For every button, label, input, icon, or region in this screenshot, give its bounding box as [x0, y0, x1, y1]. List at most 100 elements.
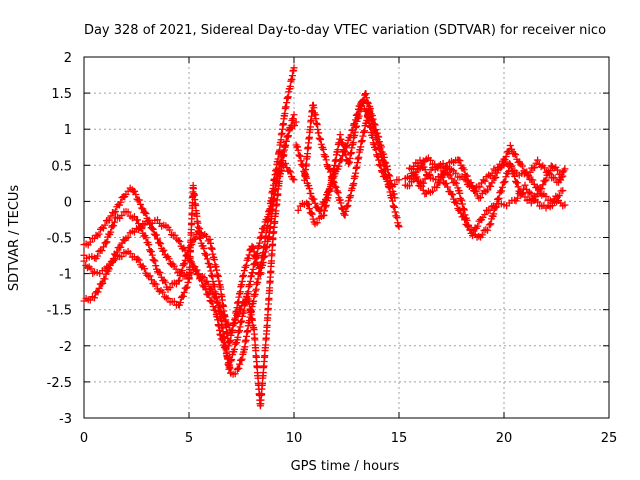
- data-point: [295, 151, 303, 159]
- data-point: [420, 179, 428, 187]
- x-tick-label-0: 0: [80, 431, 88, 446]
- data-point: [518, 189, 526, 197]
- data-point: [527, 190, 535, 198]
- data-point: [330, 178, 338, 186]
- data-point: [337, 135, 345, 143]
- data-point: [542, 192, 550, 200]
- data-point: [151, 280, 158, 288]
- data-point: [310, 195, 318, 203]
- data-point: [478, 231, 486, 239]
- data-point: [341, 211, 349, 219]
- data-point: [526, 188, 533, 196]
- data-point: [134, 255, 142, 263]
- data-point: [252, 253, 260, 261]
- data-point: [355, 112, 363, 120]
- data-point: [95, 247, 103, 255]
- data-point: [136, 200, 144, 208]
- data-points: [80, 64, 569, 410]
- data-point: [184, 251, 191, 259]
- data-point: [148, 276, 155, 284]
- data-point: [110, 209, 118, 217]
- data-point: [359, 97, 367, 105]
- data-point: [146, 219, 154, 227]
- data-point: [373, 129, 381, 137]
- data-point: [294, 206, 302, 214]
- data-point: [147, 247, 155, 255]
- data-point: [331, 182, 339, 190]
- data-point: [237, 356, 245, 364]
- data-point: [176, 299, 184, 307]
- data-point: [534, 156, 542, 164]
- data-point: [357, 105, 365, 113]
- data-point: [325, 164, 333, 172]
- data-point: [140, 265, 148, 273]
- data-point: [152, 280, 160, 288]
- data-point: [148, 225, 156, 233]
- data-point: [233, 365, 241, 373]
- x-tick-label-1: 5: [185, 431, 193, 446]
- data-point: [449, 191, 457, 199]
- data-point: [138, 225, 146, 233]
- data-point: [490, 210, 498, 218]
- data-point: [487, 220, 495, 228]
- data-point: [460, 205, 468, 213]
- y-tick-label-3: -1.5: [47, 304, 72, 319]
- data-point: [161, 278, 169, 286]
- data-point: [459, 213, 467, 220]
- data-point: [152, 262, 160, 270]
- data-point: [322, 156, 330, 164]
- data-point: [380, 150, 388, 158]
- data-point: [460, 166, 468, 174]
- data-point: [112, 208, 119, 216]
- data-point: [424, 172, 432, 180]
- data-point: [228, 356, 236, 364]
- data-point: [335, 162, 343, 170]
- data-point: [290, 111, 298, 119]
- data-point: [345, 197, 353, 205]
- data-point: [561, 165, 569, 173]
- y-tick-label-5: -0.5: [47, 232, 72, 247]
- data-point: [117, 198, 125, 206]
- data-point: [559, 187, 567, 195]
- series-trace-4: [80, 159, 298, 350]
- data-point: [546, 170, 554, 178]
- y-tick-label-7: 0.5: [51, 159, 72, 174]
- data-point: [332, 183, 340, 191]
- data-point: [118, 211, 126, 219]
- data-point: [134, 216, 142, 224]
- data-point: [157, 240, 165, 248]
- data-point: [203, 255, 211, 263]
- y-tick-label-6: 0: [64, 195, 72, 210]
- data-point: [444, 183, 452, 191]
- data-point: [152, 231, 160, 239]
- data-point: [203, 251, 210, 259]
- data-point: [305, 205, 313, 213]
- data-point: [554, 166, 562, 174]
- data-point: [508, 145, 516, 153]
- data-point: [440, 169, 448, 177]
- data-point: [525, 172, 533, 180]
- data-point: [529, 176, 537, 184]
- data-point: [110, 222, 118, 230]
- data-point: [252, 252, 259, 260]
- data-point: [209, 303, 217, 311]
- data-point: [486, 221, 494, 229]
- y-tick-labels: -3 -2.5 -2 -1.5 -1 -0.5 0 0.5 1 1.5 2: [47, 51, 72, 427]
- data-point: [433, 183, 441, 191]
- data-point: [317, 140, 325, 148]
- data-point: [372, 126, 380, 134]
- data-point: [334, 189, 342, 197]
- x-tick-label-3: 15: [391, 431, 408, 446]
- data-point: [227, 357, 235, 365]
- data-point: [326, 168, 334, 176]
- data-point: [421, 166, 429, 174]
- data-point: [342, 151, 350, 159]
- data-point: [419, 186, 427, 194]
- data-point: [200, 274, 208, 282]
- data-point: [456, 189, 464, 197]
- data-point: [498, 187, 506, 195]
- data-point: [86, 238, 94, 246]
- data-point: [181, 256, 189, 264]
- data-point: [541, 177, 549, 185]
- data-point: [286, 168, 294, 176]
